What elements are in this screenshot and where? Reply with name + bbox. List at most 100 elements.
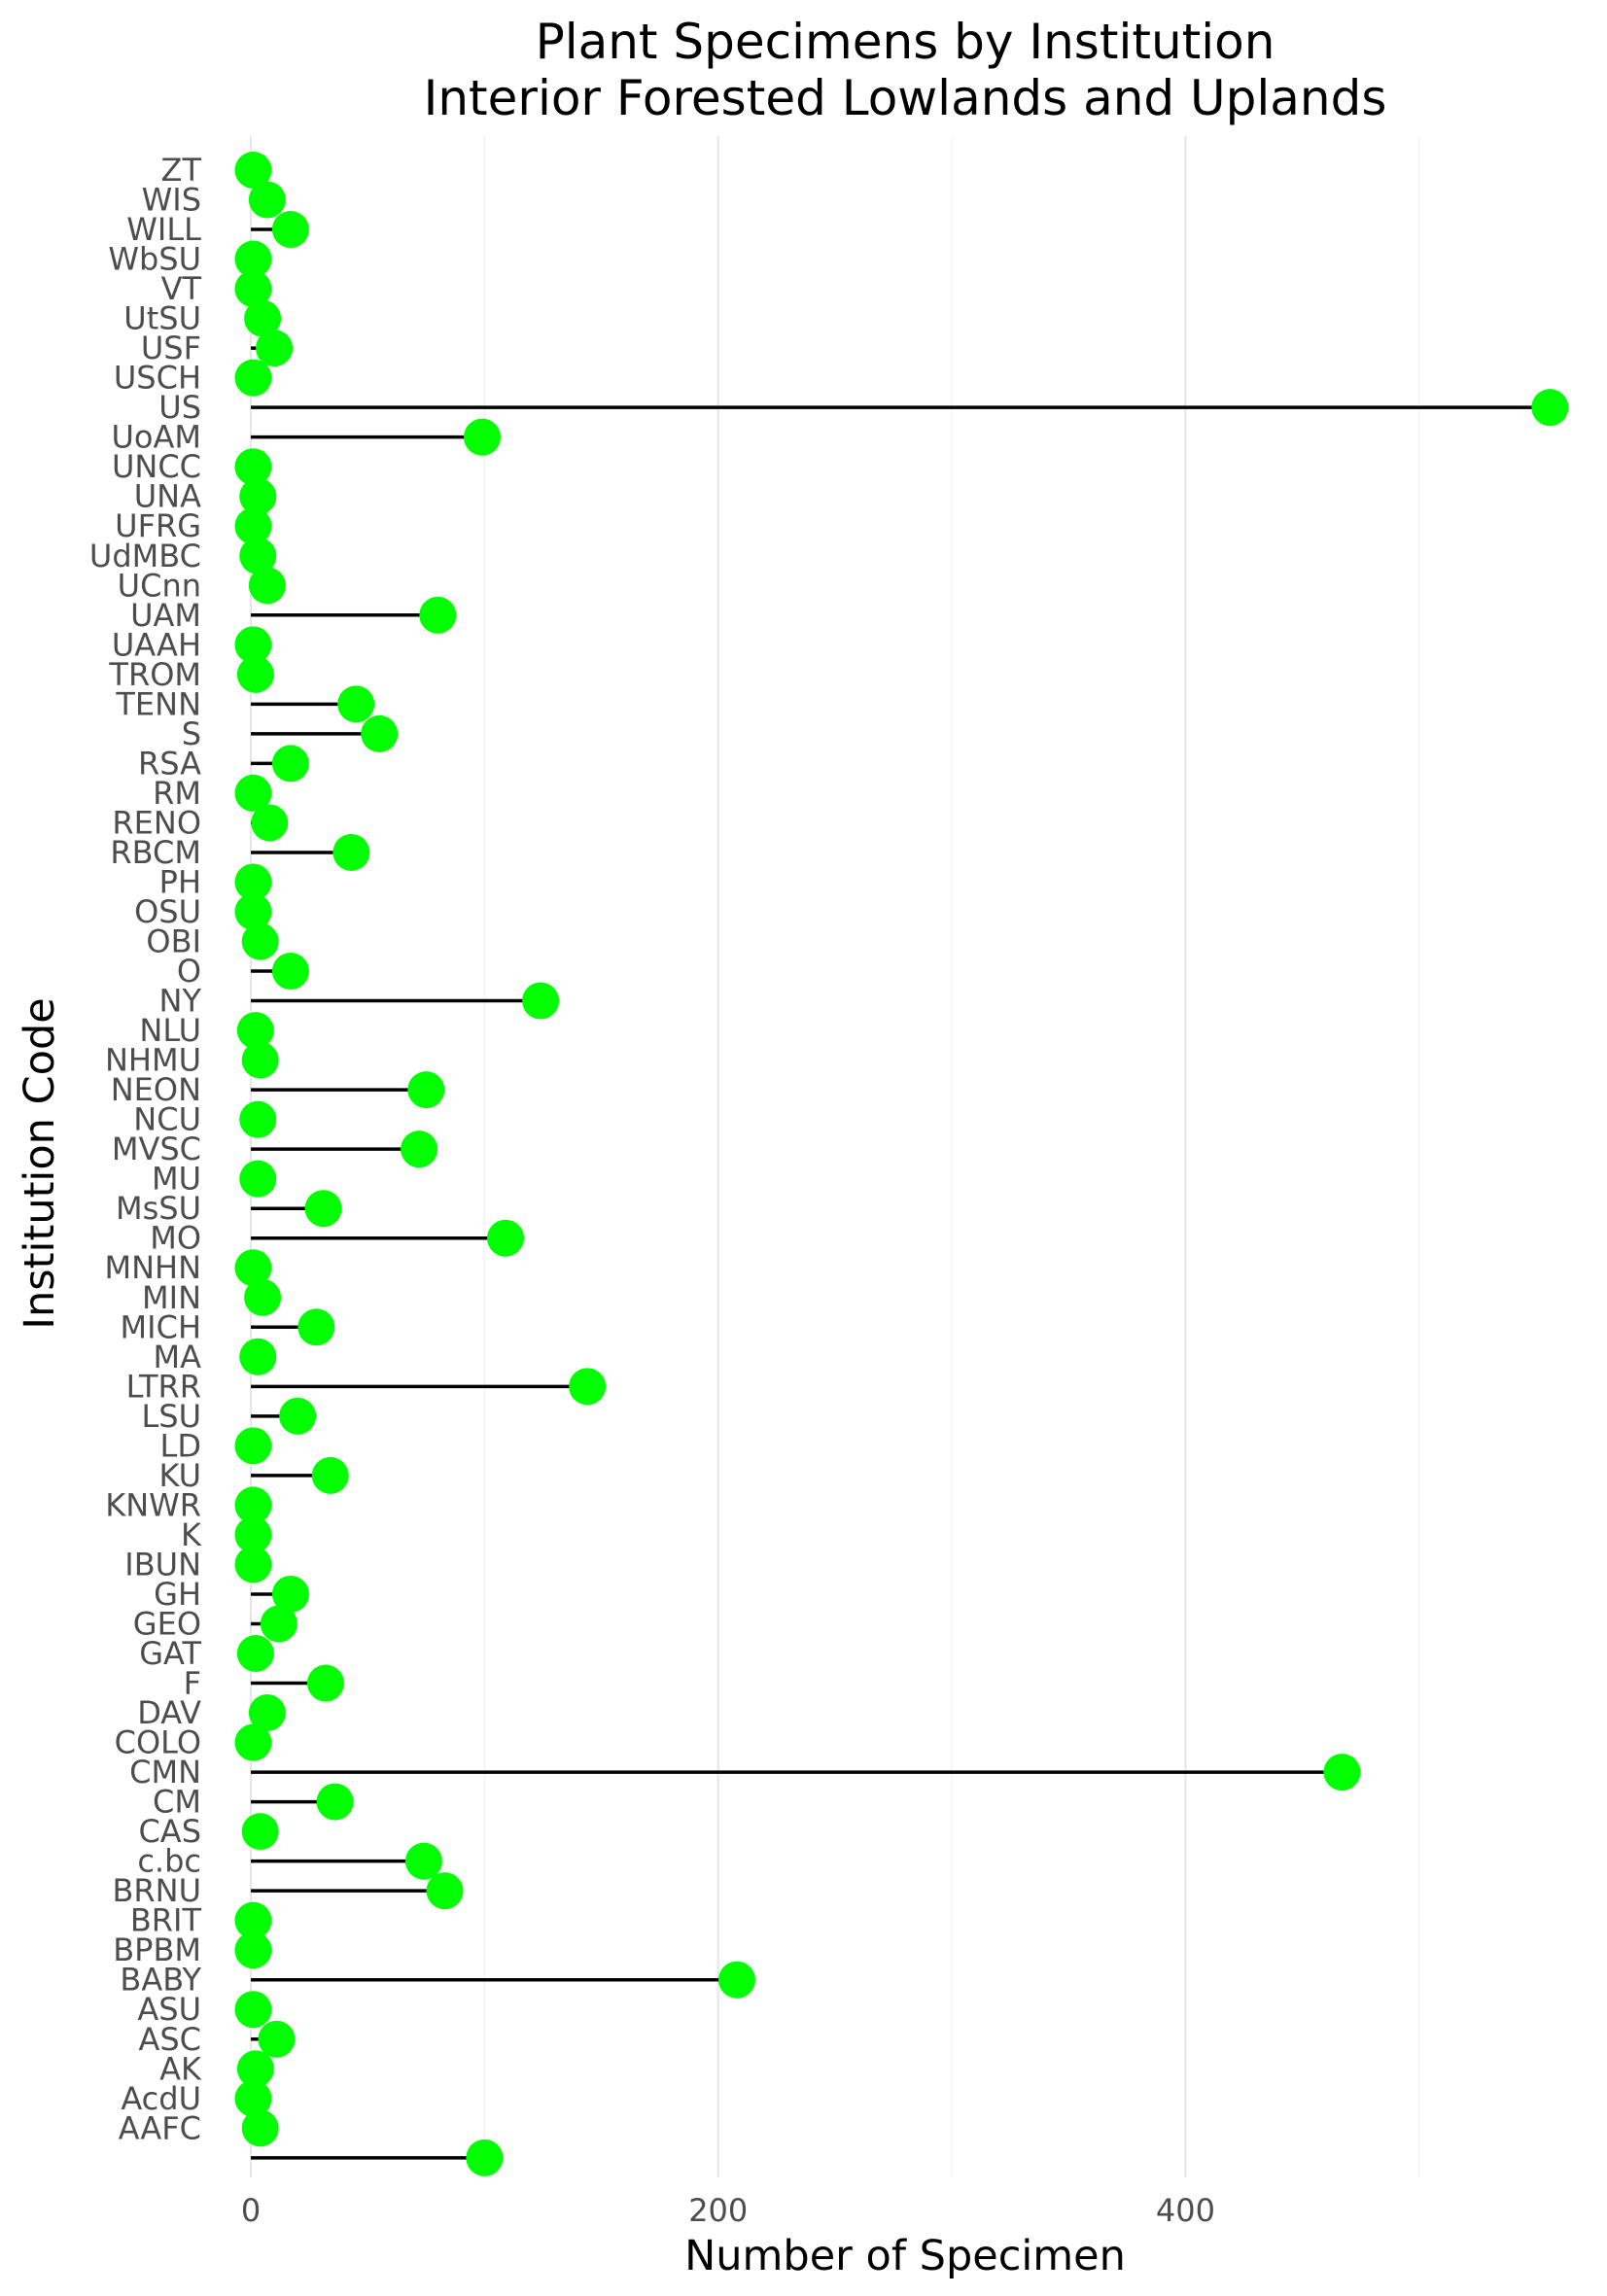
- point-18: [337, 685, 375, 723]
- y-tick-label-12: UFRG: [115, 507, 201, 544]
- point-64: [236, 2050, 274, 2088]
- point-62: [234, 1991, 272, 2029]
- y-tick-label-61: BABY: [120, 1962, 201, 1999]
- y-tick-label-42: LSU: [141, 1398, 201, 1435]
- point-48: [271, 1575, 309, 1613]
- y-tick-label-47: IBUN: [124, 1546, 201, 1583]
- y-tick-label-64: AK: [159, 2050, 202, 2087]
- point-24: [234, 863, 272, 901]
- y-tick-label-56: CAS: [138, 1813, 201, 1850]
- point-14: [248, 567, 286, 605]
- point-21: [234, 774, 272, 812]
- point-60: [234, 1931, 272, 1969]
- y-tick-label-11: UNA: [134, 478, 201, 515]
- point-31: [407, 1071, 445, 1109]
- y-tick-label-27: O: [177, 953, 201, 990]
- point-51: [306, 1664, 344, 1702]
- y-tick-label-5: UtSU: [123, 300, 201, 337]
- y-tick-label-58: BRNU: [112, 1872, 201, 1909]
- y-tick-label-36: MO: [150, 1220, 201, 1257]
- x-axis-title: Number of Specimen: [684, 2232, 1126, 2280]
- y-tick-label-43: LD: [160, 1427, 201, 1464]
- y-tick-label-40: MA: [154, 1339, 202, 1375]
- y-tick-label-52: DAV: [137, 1694, 201, 1731]
- point-27: [271, 953, 309, 991]
- y-tick-label-1: WIS: [142, 182, 201, 219]
- y-tick-label-46: K: [181, 1516, 202, 1553]
- y-tick-label-25: OSU: [134, 893, 201, 930]
- point-58: [426, 1872, 464, 1910]
- point-43: [234, 1427, 272, 1465]
- lollipop-points: [234, 152, 1569, 2176]
- y-tick-label-51: F: [184, 1665, 201, 1702]
- y-axis-title: Institution Code: [16, 997, 64, 1329]
- point-40: [239, 1338, 277, 1375]
- y-tick-label-30: NHMU: [105, 1042, 201, 1079]
- x-tick-label-0: 0: [241, 2192, 261, 2229]
- point-0: [234, 152, 272, 189]
- y-tick-label-34: MU: [152, 1161, 201, 1198]
- point-55: [316, 1783, 354, 1821]
- point-8: [1531, 389, 1569, 427]
- point-36: [487, 1219, 525, 1257]
- point-35: [304, 1190, 342, 1228]
- point-41: [569, 1368, 607, 1406]
- point-28: [522, 982, 560, 1020]
- y-tick-label-3: WbSU: [108, 241, 201, 278]
- x-tick-label-2: 400: [1156, 2192, 1215, 2229]
- point-34: [239, 1160, 277, 1198]
- point-6: [256, 330, 294, 367]
- point-66: [241, 2109, 279, 2147]
- point-15: [419, 596, 457, 634]
- y-axis-tick-labels: ZTWISWILLWbSUVTUtSUUSFUSCHUSUoAMUNCCUNAU…: [89, 152, 202, 2146]
- y-tick-label-26: OBI: [146, 923, 201, 960]
- point-12: [234, 507, 272, 545]
- y-tick-label-6: USF: [141, 330, 201, 366]
- y-tick-label-29: NLU: [139, 1012, 201, 1049]
- point-39: [297, 1308, 335, 1346]
- point-4: [234, 270, 272, 308]
- point-57: [404, 1842, 442, 1880]
- point-46: [234, 1515, 272, 1553]
- point-33: [401, 1131, 438, 1168]
- point-22: [251, 804, 289, 842]
- point-10: [234, 448, 272, 486]
- y-tick-label-32: NCU: [133, 1101, 201, 1138]
- point-19: [361, 714, 399, 752]
- y-tick-label-49: GEO: [133, 1605, 201, 1642]
- y-tick-label-60: BPBM: [113, 1931, 201, 1968]
- point-44: [311, 1456, 349, 1494]
- y-tick-label-16: UAAH: [112, 626, 201, 663]
- point-23: [332, 833, 370, 871]
- point-59: [234, 1901, 272, 1939]
- point-53: [234, 1723, 272, 1761]
- y-tick-label-24: PH: [159, 863, 201, 900]
- chart-title-line-1: Plant Specimens by Institution: [536, 14, 1275, 70]
- y-tick-label-35: MsSU: [116, 1190, 201, 1227]
- y-tick-label-19: S: [182, 715, 201, 752]
- y-tick-label-28: NY: [159, 983, 202, 1020]
- point-50: [236, 1635, 274, 1672]
- point-54: [1323, 1754, 1361, 1792]
- y-tick-label-44: KU: [158, 1457, 201, 1494]
- y-tick-label-13: UdMBC: [89, 538, 201, 574]
- point-56: [241, 1813, 279, 1851]
- point-65: [234, 2079, 272, 2117]
- y-tick-label-38: MIN: [142, 1279, 201, 1316]
- point-52: [248, 1694, 286, 1732]
- x-axis-tick-labels: 0 200 400: [241, 2192, 1215, 2229]
- y-tick-label-22: RENO: [112, 804, 201, 841]
- x-tick-label-1: 200: [688, 2192, 748, 2229]
- point-47: [234, 1546, 272, 1583]
- point-30: [241, 1041, 279, 1079]
- y-tick-label-20: RSA: [138, 745, 201, 782]
- y-tick-label-39: MICH: [121, 1308, 201, 1345]
- point-29: [236, 1012, 274, 1050]
- point-45: [234, 1486, 272, 1524]
- y-tick-label-21: RM: [153, 775, 201, 812]
- point-42: [279, 1397, 317, 1435]
- y-tick-label-55: CM: [153, 1784, 201, 1821]
- point-13: [239, 537, 277, 574]
- y-tick-label-2: WILL: [126, 211, 201, 248]
